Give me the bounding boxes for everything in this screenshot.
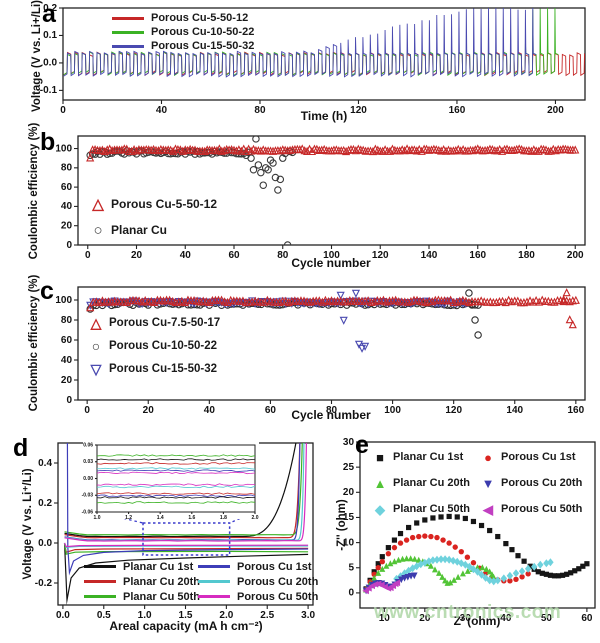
legend-line-swatch	[112, 16, 144, 20]
panel-d-legend-planar: Planar Cu 1st Planar Cu 20th Planar Cu 50t…	[84, 559, 200, 604]
panel-c-xlabel: Cycle number	[291, 408, 371, 422]
panel-d-chart	[0, 420, 330, 643]
legend-item: Planar Cu 50th	[84, 589, 200, 604]
legend-label: Porous Cu 50th	[501, 503, 583, 515]
legend-item: △ Porous Cu-5-50-12	[90, 191, 217, 217]
legend-item: Planar Cu 1st	[84, 559, 200, 574]
legend-label: Planar Cu 20th	[123, 575, 201, 588]
legend-marker-tu: △	[92, 195, 104, 213]
panel-e: e -Z'' (ohm) Z' (ohm) ■ Planar Cu 1st ▲ Pla…	[330, 420, 600, 643]
legend-marker-tu: ▲	[373, 475, 387, 491]
panel-e-legend-porous: ● Porous Cu 1st ▼ Porous Cu 20th ◀ Porous Cu …	[480, 444, 583, 522]
panel-d-xlabel: Areal capacity (mA h cm⁻²)	[109, 619, 263, 633]
panel-e-ylabel: -Z'' (ohm)	[336, 499, 348, 551]
legend-marker-ci: ○	[93, 221, 103, 239]
legend-item: Porous Cu 1st	[198, 559, 318, 574]
legend-line-swatch	[198, 580, 230, 583]
legend-item: Porous Cu-15-50-32	[112, 39, 254, 53]
watermark: www.cntronics.com	[374, 602, 562, 623]
legend-label: Porous Cu 20th	[237, 575, 319, 588]
panel-e-chart	[330, 420, 600, 643]
legend-line-swatch	[84, 595, 116, 598]
legend-line-swatch	[198, 595, 230, 598]
legend-item: △ Porous Cu-7.5-50-17	[88, 311, 221, 334]
legend-item: Porous Cu-5-50-12	[112, 11, 254, 25]
panel-c-label: c	[40, 277, 54, 305]
panel-a-ylabel: Voltage (V vs. Li+/Li)	[31, 0, 43, 112]
legend-marker-di: ◆	[375, 501, 385, 517]
panel-c-chart	[0, 272, 600, 420]
panel-c-ylabel: Coulombic efficiency (%)	[28, 274, 40, 412]
legend-marker-ci: ●	[484, 449, 492, 465]
panel-c-legend: △ Porous Cu-7.5-50-17 ○ Porous Cu-10-50-22 ▽…	[88, 311, 221, 380]
legend-item: ▽ Porous Cu-15-50-32	[88, 357, 220, 380]
legend-label: Porous Cu-15-50-32	[151, 40, 255, 52]
legend-line-swatch	[84, 565, 116, 568]
legend-label: Porous Cu-5-50-12	[151, 12, 249, 24]
legend-label: Porous Cu-10-50-22	[109, 339, 218, 352]
panel-b-ylabel: Coulombic efficiency (%)	[28, 122, 40, 260]
panel-c: c Coulombic efficiency (%) Cycle number …	[0, 272, 600, 422]
legend-line-swatch	[112, 30, 144, 34]
legend-label: Porous Cu 50th	[237, 590, 319, 603]
legend-marker-td: ▼	[481, 475, 495, 491]
panel-b: b Coulombic efficiency (%) Cycle number …	[0, 122, 600, 272]
legend-label: Planar Cu 50th	[393, 503, 471, 515]
legend-item: ○ Porous Cu-10-50-22	[88, 334, 220, 357]
legend-item: ▼ Porous Cu 20th	[480, 470, 583, 496]
legend-label: Planar Cu 1st	[123, 560, 194, 573]
legend-marker-tl: ◀	[483, 501, 493, 517]
legend-item: ▲ Planar Cu 20th	[372, 470, 470, 496]
legend-item: Porous Cu 50th	[198, 589, 318, 604]
legend-item: Porous Cu 20th	[198, 574, 318, 589]
panel-a-legend: Porous Cu-5-50-12 Porous Cu-10-50-22 Porou…	[112, 11, 254, 53]
legend-label: Planar Cu	[111, 223, 168, 237]
panel-d: d Voltage (V vs. Li⁺/Li) Areal capacity …	[0, 420, 330, 643]
legend-label: Porous Cu 20th	[501, 477, 583, 489]
panel-e-label: e	[355, 431, 369, 459]
legend-marker-ci: ○	[91, 337, 101, 354]
legend-label: Planar Cu 1st	[393, 451, 464, 463]
legend-label: Porous Cu 1st	[501, 451, 576, 463]
panel-a-chart	[0, 0, 600, 125]
panel-b-xlabel: Cycle number	[291, 256, 371, 270]
panel-b-chart	[0, 125, 600, 272]
legend-line-swatch	[198, 565, 230, 568]
legend-line-swatch	[84, 580, 116, 583]
legend-item: ● Porous Cu 1st	[480, 444, 582, 470]
legend-marker-sq: ■	[376, 449, 384, 465]
legend-label: Porous Cu-15-50-32	[109, 362, 218, 375]
panel-a: a Voltage (V vs. Li+/Li) Time (h) Porous…	[0, 0, 600, 125]
legend-item: Planar Cu 20th	[84, 574, 200, 589]
legend-item: ■ Planar Cu 1st	[372, 444, 470, 470]
panel-b-legend: △ Porous Cu-5-50-12 ○ Planar Cu	[90, 191, 217, 243]
legend-marker-td: ▽	[90, 360, 102, 377]
legend-item: Porous Cu-10-50-22	[112, 25, 254, 39]
legend-label: Porous Cu-5-50-12	[111, 197, 218, 211]
panel-d-ylabel: Voltage (V vs. Li⁺/Li)	[22, 468, 34, 580]
panel-e-xlabel: Z' (ohm)	[453, 614, 501, 628]
panel-b-label: b	[40, 128, 56, 156]
legend-label: Porous Cu-10-50-22	[151, 26, 255, 38]
legend-label: Porous Cu-7.5-50-17	[109, 316, 221, 329]
panel-d-label: d	[13, 434, 29, 462]
panel-a-xlabel: Time (h)	[300, 109, 348, 123]
panel-e-legend-planar: ■ Planar Cu 1st ▲ Planar Cu 20th ◆ Planar Cu …	[372, 444, 470, 522]
legend-line-swatch	[112, 44, 144, 48]
legend-label: Planar Cu 20th	[393, 477, 471, 489]
legend-label: Planar Cu 50th	[123, 590, 201, 603]
legend-item: ◆ Planar Cu 50th	[372, 496, 470, 522]
legend-marker-tu: △	[90, 314, 102, 331]
panel-a-label: a	[42, 0, 56, 28]
legend-label: Porous Cu 1st	[237, 560, 312, 573]
panel-d-legend-porous: Porous Cu 1st Porous Cu 20th Porous Cu 50t…	[198, 559, 318, 604]
legend-item: ○ Planar Cu	[90, 217, 217, 243]
legend-item: ◀ Porous Cu 50th	[480, 496, 582, 522]
